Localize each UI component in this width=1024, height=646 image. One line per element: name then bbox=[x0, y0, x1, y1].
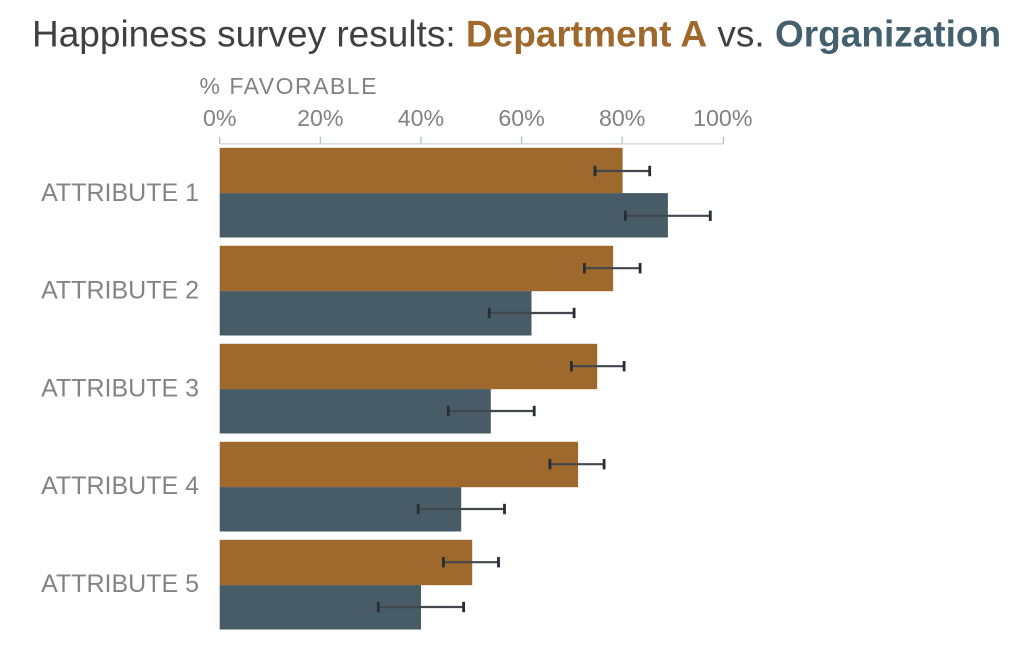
svg-text:20%: 20% bbox=[297, 105, 343, 131]
svg-text:Happiness survey results: Depa: Happiness survey results: Department A v… bbox=[32, 14, 1001, 55]
svg-text:ATTRIBUTE 2: ATTRIBUTE 2 bbox=[41, 277, 199, 305]
svg-text:40%: 40% bbox=[398, 105, 444, 131]
svg-text:ATTRIBUTE 1: ATTRIBUTE 1 bbox=[41, 179, 199, 207]
svg-text:0%: 0% bbox=[203, 105, 237, 131]
svg-text:100%: 100% bbox=[693, 105, 752, 131]
svg-text:ATTRIBUTE 4: ATTRIBUTE 4 bbox=[41, 472, 199, 500]
svg-text:60%: 60% bbox=[498, 105, 544, 131]
svg-text:80%: 80% bbox=[599, 105, 645, 131]
svg-text:ATTRIBUTE 5: ATTRIBUTE 5 bbox=[41, 570, 199, 598]
svg-text:% FAVORABLE: % FAVORABLE bbox=[200, 73, 378, 99]
svg-text:ATTRIBUTE 3: ATTRIBUTE 3 bbox=[41, 374, 199, 402]
